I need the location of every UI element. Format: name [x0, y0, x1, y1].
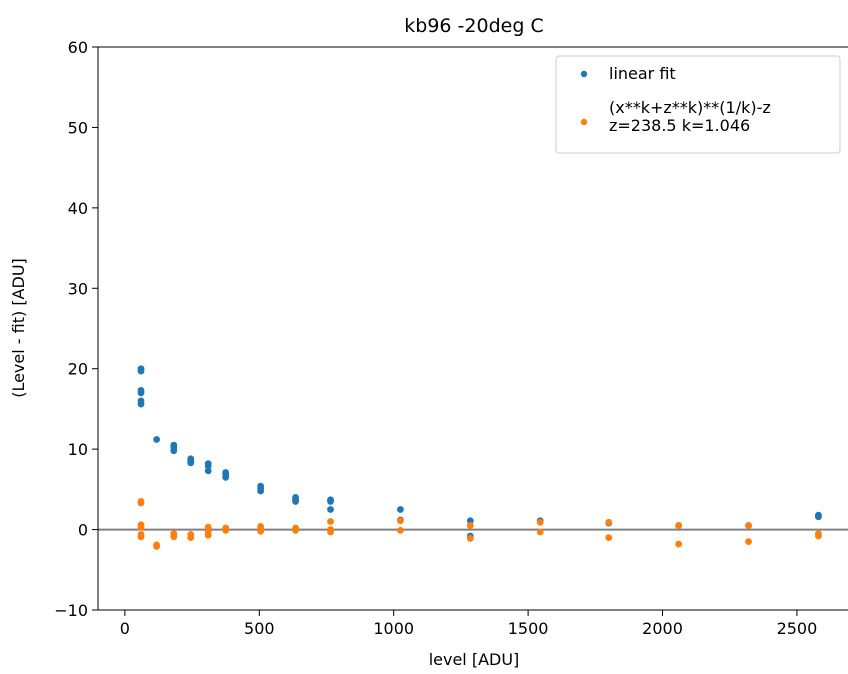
y-tick-label: 60 [68, 38, 88, 57]
chart-title: kb96 -20deg C [404, 15, 543, 37]
y-axis-ticks: −10 0 10 20 30 40 50 60 [54, 38, 98, 620]
x-tick-label: 2500 [777, 619, 818, 638]
linear-fit-point [170, 447, 178, 455]
linear-fit-point [466, 517, 474, 525]
power-fit-point [397, 526, 404, 534]
linear-fit-point [187, 459, 195, 467]
linear-fit-point [327, 506, 334, 513]
linear-fit-point [327, 498, 334, 505]
power-fit-point [815, 532, 822, 540]
x-axis-label: level [ADU] [429, 650, 520, 669]
linear-fit-point [257, 487, 265, 495]
power-fit-point [466, 535, 474, 542]
y-tick-label: 10 [68, 440, 88, 459]
axes-frame [97, 46, 848, 611]
power-fit-point [745, 522, 752, 529]
linear-fit-point [137, 367, 145, 375]
legend-marker-linear-fit [580, 70, 588, 78]
power-fit-point [137, 523, 145, 531]
linear-fit-point [153, 436, 161, 443]
power-fit-point [536, 528, 544, 536]
power-fit-point [675, 540, 683, 548]
legend-marker-power-fit [580, 118, 588, 126]
power-fit-point [257, 527, 265, 535]
linear-fit-point [137, 389, 145, 397]
legend-label-power-fit: (x**k+z**k)**(1/k)-z z=238.5 k=1.046 [609, 98, 771, 135]
power-fit-point [605, 518, 613, 526]
y-tick-label: 30 [68, 279, 88, 298]
legend-label-line: z=238.5 k=1.046 [609, 116, 750, 135]
power-fit-point [137, 533, 145, 541]
y-tick-label: 20 [68, 360, 88, 379]
legend-box [555, 55, 841, 154]
power-fit-point [327, 518, 334, 525]
power-fit-point [675, 522, 683, 529]
x-tick-label: 1000 [373, 619, 414, 638]
linear-fit-point [815, 513, 822, 521]
x-tick-label: 0 [120, 619, 130, 638]
y-tick-label: −10 [54, 601, 88, 620]
y-tick-label: 50 [68, 118, 88, 137]
linear-fit-point [204, 462, 212, 470]
power-fit-point [605, 534, 613, 542]
x-axis-ticks: 0 500 1000 1500 2000 2500 [120, 610, 817, 638]
data-points [137, 365, 822, 550]
power-fit-point [137, 499, 145, 507]
linear-fit-point [222, 473, 230, 481]
y-axis-label: (Level - fit) [ADU] [9, 258, 28, 398]
y-tick-label: 0 [78, 521, 88, 540]
x-tick-label: 500 [244, 619, 275, 638]
power-fit-point [292, 526, 299, 534]
legend-label-linear-fit: linear fit [609, 64, 676, 83]
legend: linear fit (x**k+z**k)**(1/k)-z z=238.5 k… [555, 55, 841, 154]
power-fit-point [187, 534, 195, 542]
power-fit-point [170, 533, 178, 541]
power-fit-point [536, 518, 544, 526]
linear-fit-point [137, 400, 145, 408]
power-fit-point [222, 526, 230, 534]
power-fit-point [466, 522, 474, 529]
power-fit-point [745, 538, 752, 546]
linear-fit-point [397, 506, 404, 513]
legend-label-line: (x**k+z**k)**(1/k)-z [609, 98, 771, 117]
linear-fit-point [292, 498, 299, 505]
power-fit-point [397, 517, 404, 525]
power-fit-point [204, 523, 212, 531]
y-tick-label: 40 [68, 199, 88, 218]
x-tick-label: 1500 [508, 619, 549, 638]
x-tick-label: 2000 [642, 619, 683, 638]
power-fit-point [327, 528, 334, 536]
power-fit-point [153, 543, 161, 550]
power-fit-point [204, 531, 212, 539]
linear-fit-point [204, 467, 212, 475]
